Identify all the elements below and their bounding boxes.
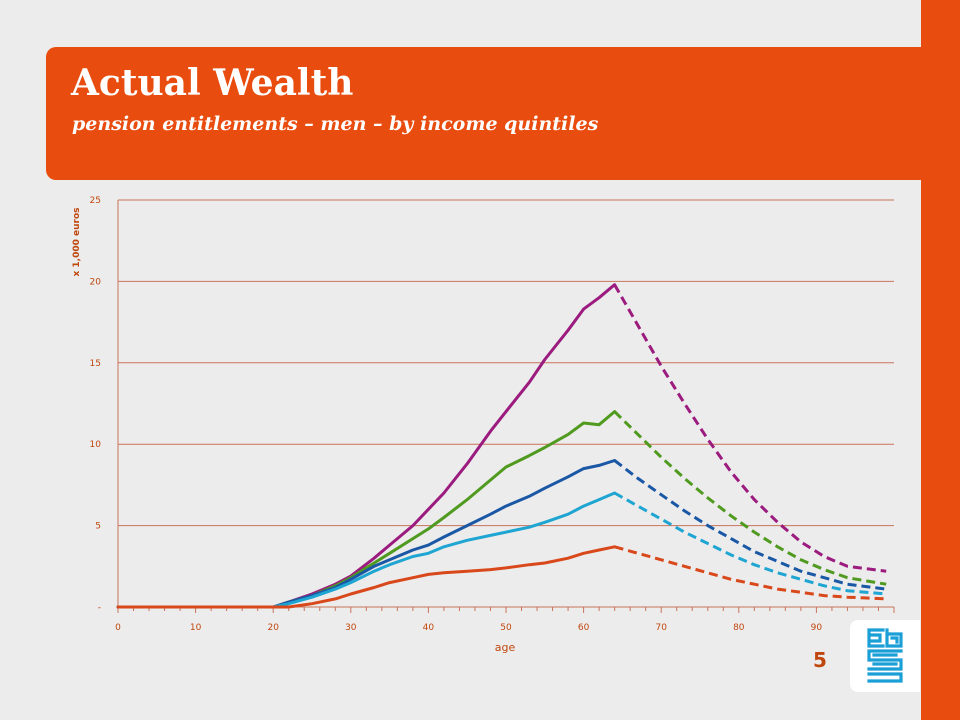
right-accent-bar — [921, 0, 960, 720]
y-tick-label-25: 25 — [90, 196, 101, 206]
series-5-projected-line — [614, 545, 887, 601]
series-lines — [116, 283, 887, 609]
y-axis-label: x 1,000 euros — [72, 207, 82, 276]
series-1-projected-line — [613, 283, 887, 573]
x-tick-label-60: 60 — [578, 623, 590, 633]
y-tick-label-0: - — [98, 603, 101, 613]
x-tick-label-80: 80 — [733, 623, 745, 633]
cbs-logo-icon — [850, 620, 920, 692]
series-4-actual-line — [116, 491, 617, 609]
page-number: 5 — [813, 648, 827, 672]
title-banner — [46, 47, 921, 180]
y-tick-labels: - 5 10 15 20 25 — [90, 196, 102, 613]
series-2-actual-line — [116, 410, 617, 609]
series-3-actual-line — [116, 459, 617, 609]
series-3-projected-line — [613, 459, 887, 591]
x-tick-label-50: 50 — [500, 623, 512, 633]
x-tick-label-20: 20 — [267, 623, 279, 633]
y-tick-label-20: 20 — [90, 277, 102, 287]
x-axis-label: age — [495, 641, 516, 654]
y-tick-label-15: 15 — [90, 359, 101, 369]
series-2-projected-line — [613, 410, 887, 586]
x-tick-labels: 0 10 20 30 40 50 60 70 80 90 — [115, 623, 822, 633]
y-tick-label-10: 10 — [90, 440, 102, 450]
cbs-logo-mark — [867, 628, 903, 683]
slide-subtitle: pension entitlements – men – by income q… — [72, 113, 599, 135]
slide-title: Actual Wealth — [71, 62, 354, 104]
series-5-actual-line — [116, 545, 617, 609]
series-1-actual-line — [116, 283, 617, 609]
x-tick-label-70: 70 — [655, 623, 667, 633]
x-tick-label-10: 10 — [190, 623, 202, 633]
x-tick-label-30: 30 — [345, 623, 357, 633]
x-tick-label-0: 0 — [115, 623, 121, 633]
y-tick-label-5: 5 — [95, 522, 101, 532]
axes — [117, 200, 895, 613]
x-tick-label-90: 90 — [811, 623, 823, 633]
gridlines — [118, 199, 894, 527]
x-tick-label-40: 40 — [423, 623, 435, 633]
series-4-projected-line — [613, 491, 887, 596]
